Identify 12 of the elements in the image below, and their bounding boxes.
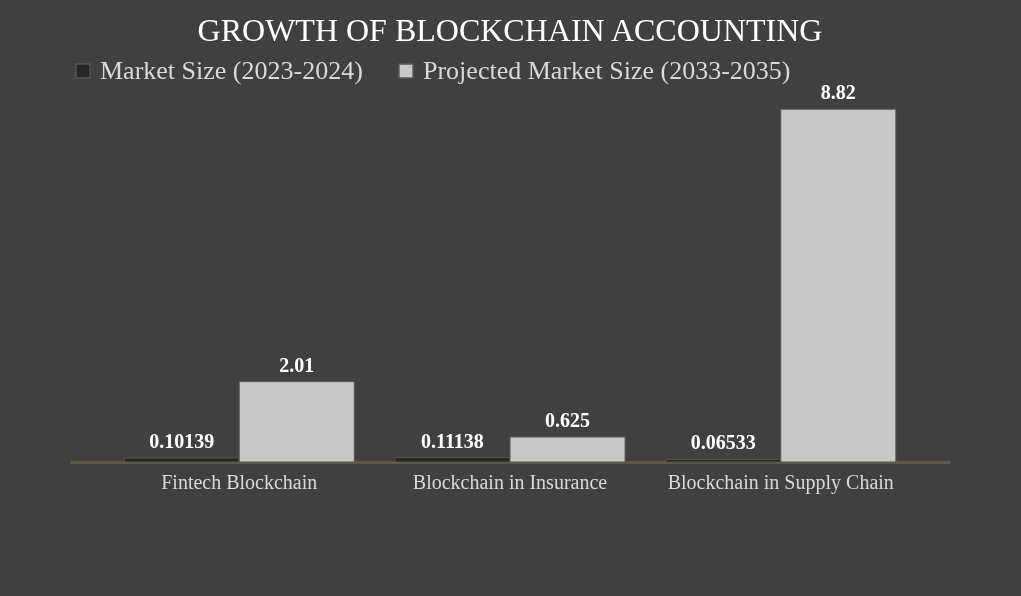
data-label: 8.82 xyxy=(820,81,856,104)
legend-label: Market Size (2023-2024) xyxy=(100,56,363,85)
data-label: 0.11138 xyxy=(421,429,484,452)
chart-title: GROWTH OF BLOCKCHAIN ACCOUNTING xyxy=(197,12,823,48)
data-label: 0.10139 xyxy=(149,429,215,452)
data-label: 0.06533 xyxy=(690,431,756,454)
legend-label: Projected Market Size (2033-2035) xyxy=(423,56,791,85)
x-tick-label: Blockchain in Supply Chain xyxy=(667,470,894,494)
x-tick-label: Blockchain in Insurance xyxy=(412,470,608,493)
x-tick-label: Fintech Blockchain xyxy=(161,470,318,493)
data-label: 0.625 xyxy=(545,409,591,431)
data-label: 2.01 xyxy=(279,353,315,376)
